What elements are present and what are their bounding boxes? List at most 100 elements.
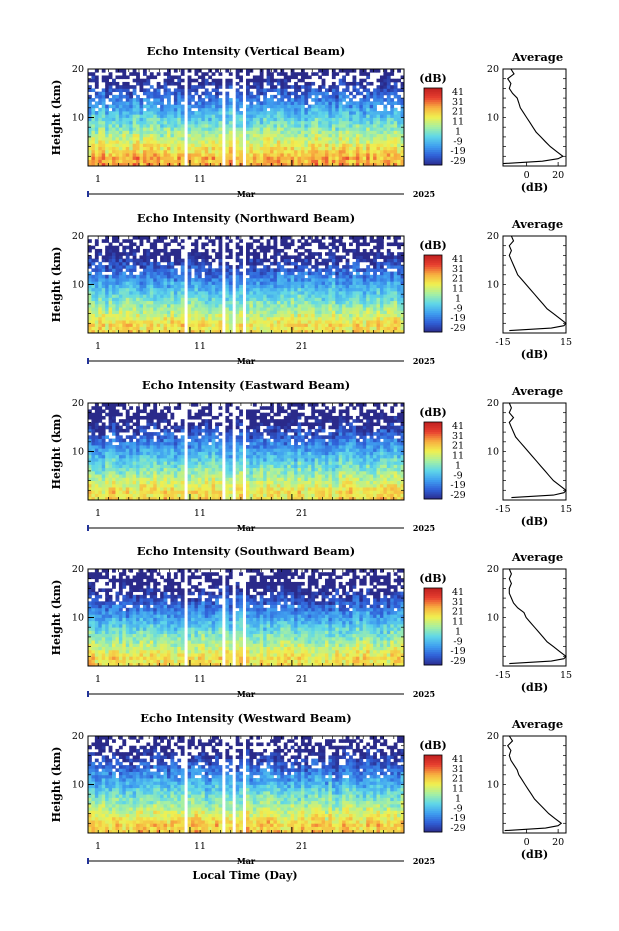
- heatmap-cell: [331, 130, 336, 135]
- heatmap-cell: [98, 162, 103, 166]
- heatmap-cell: [280, 78, 285, 83]
- heatmap-cell: [125, 310, 130, 314]
- heatmap-cell: [215, 278, 219, 282]
- heatmap-cell: [88, 490, 92, 494]
- colorbar-segment: [424, 289, 442, 292]
- heatmap-cell: [366, 255, 371, 260]
- heatmap-cell: [167, 91, 171, 96]
- heatmap-cell: [376, 300, 381, 305]
- colorbar-segment: [424, 258, 442, 262]
- heatmap-cell: [266, 248, 271, 253]
- heatmap-cell: [204, 94, 209, 99]
- heatmap-cell: [88, 153, 92, 157]
- heatmap-cell: [266, 278, 271, 282]
- heatmap-cell: [379, 326, 384, 331]
- heatmap-cell: [194, 140, 199, 144]
- heatmap-cell: [88, 140, 92, 144]
- heatmap-cell: [98, 307, 103, 311]
- heatmap-cell: [218, 107, 223, 112]
- colorbar-segment: [424, 274, 442, 277]
- heatmap-cell: [91, 261, 96, 266]
- heatmap-cell: [256, 98, 261, 102]
- heatmap-cell: [270, 320, 274, 324]
- heatmap-cell: [194, 133, 199, 138]
- heatmap-cell: [235, 149, 240, 154]
- heatmap-cell: [273, 111, 278, 115]
- heatmap-cell: [204, 320, 209, 324]
- heatmap-cell: [273, 117, 278, 122]
- heatmap-cell: [287, 85, 292, 89]
- heatmap-cell: [345, 85, 350, 89]
- heatmap-cell: [359, 146, 364, 151]
- heatmap-cell: [335, 123, 340, 128]
- heatmap-cell: [304, 127, 309, 131]
- heatmap-cell: [129, 248, 134, 253]
- heatmap-cell: [149, 265, 154, 269]
- heatmap-cell: [153, 114, 158, 118]
- heatmap-cell: [225, 104, 230, 109]
- heatmap-cell: [215, 146, 219, 151]
- heatmap-cell: [118, 403, 123, 407]
- heatmap-cell: [187, 140, 192, 144]
- heatmap-cell: [180, 239, 185, 243]
- heatmap-cell: [246, 271, 250, 276]
- heatmap-cell: [108, 242, 113, 247]
- heatmap-cell: [94, 146, 99, 151]
- heatmap-cell: [297, 120, 302, 125]
- heatmap-cell: [235, 111, 240, 115]
- heatmap-cell: [105, 149, 109, 154]
- heatmap-cell: [352, 120, 357, 125]
- heatmap-cell: [136, 320, 140, 324]
- heatmap-cell: [311, 72, 316, 76]
- heatmap-cell: [349, 278, 353, 282]
- heatmap-cell: [331, 287, 336, 292]
- heatmap-cell: [256, 101, 261, 105]
- heatmap-cell: [129, 104, 134, 109]
- heatmap-cell: [263, 252, 267, 256]
- heatmap-cell: [160, 329, 164, 333]
- heatmap-cell: [118, 316, 123, 321]
- heatmap-cell: [139, 284, 144, 289]
- heatmap-cell: [362, 271, 367, 276]
- heatmap-cell: [122, 85, 127, 89]
- heatmap-cell: [304, 149, 309, 154]
- heatmap-cell: [208, 255, 213, 260]
- heatmap-cell: [218, 111, 223, 115]
- heatmap-cell: [201, 281, 206, 285]
- heatmap-cell: [331, 236, 336, 240]
- heatmap-cell: [397, 159, 401, 164]
- heatmap-cell: [270, 127, 274, 131]
- heatmap-cell: [101, 435, 106, 439]
- heatmap-cell: [149, 274, 154, 279]
- heatmap-cell: [263, 78, 267, 83]
- heatmap-cell: [325, 146, 329, 151]
- heatmap-cell: [112, 245, 116, 250]
- heatmap-cell: [349, 140, 353, 144]
- heatmap-cell: [294, 303, 298, 308]
- heatmap-cell: [287, 316, 292, 321]
- heatmap-cell: [386, 316, 391, 321]
- heatmap-cell: [142, 290, 147, 295]
- heatmap-cell: [180, 117, 185, 122]
- heatmap-cell: [276, 114, 281, 118]
- heatmap-cell: [177, 143, 182, 147]
- heatmap-cell: [362, 162, 367, 166]
- heatmap-cell: [194, 274, 199, 279]
- heatmap-cell: [167, 252, 171, 256]
- heatmap-cell: [342, 326, 346, 331]
- heatmap-cell: [105, 487, 109, 491]
- heatmap-cell: [91, 300, 96, 305]
- heatmap-cell: [112, 88, 116, 93]
- heatmap-cell: [180, 320, 185, 324]
- heatmap-cell: [325, 320, 329, 324]
- heatmap-cell: [94, 419, 99, 423]
- heatmap-cell: [191, 149, 195, 154]
- heatmap-cell: [335, 153, 340, 157]
- heatmap-cell: [376, 136, 381, 141]
- heatmap-cell: [235, 127, 240, 131]
- heatmap-cell: [366, 284, 371, 289]
- heatmap-cell: [294, 307, 298, 311]
- heatmap-cell: [139, 236, 144, 240]
- heatmap-cell: [246, 287, 250, 292]
- heatmap-cell: [122, 120, 127, 125]
